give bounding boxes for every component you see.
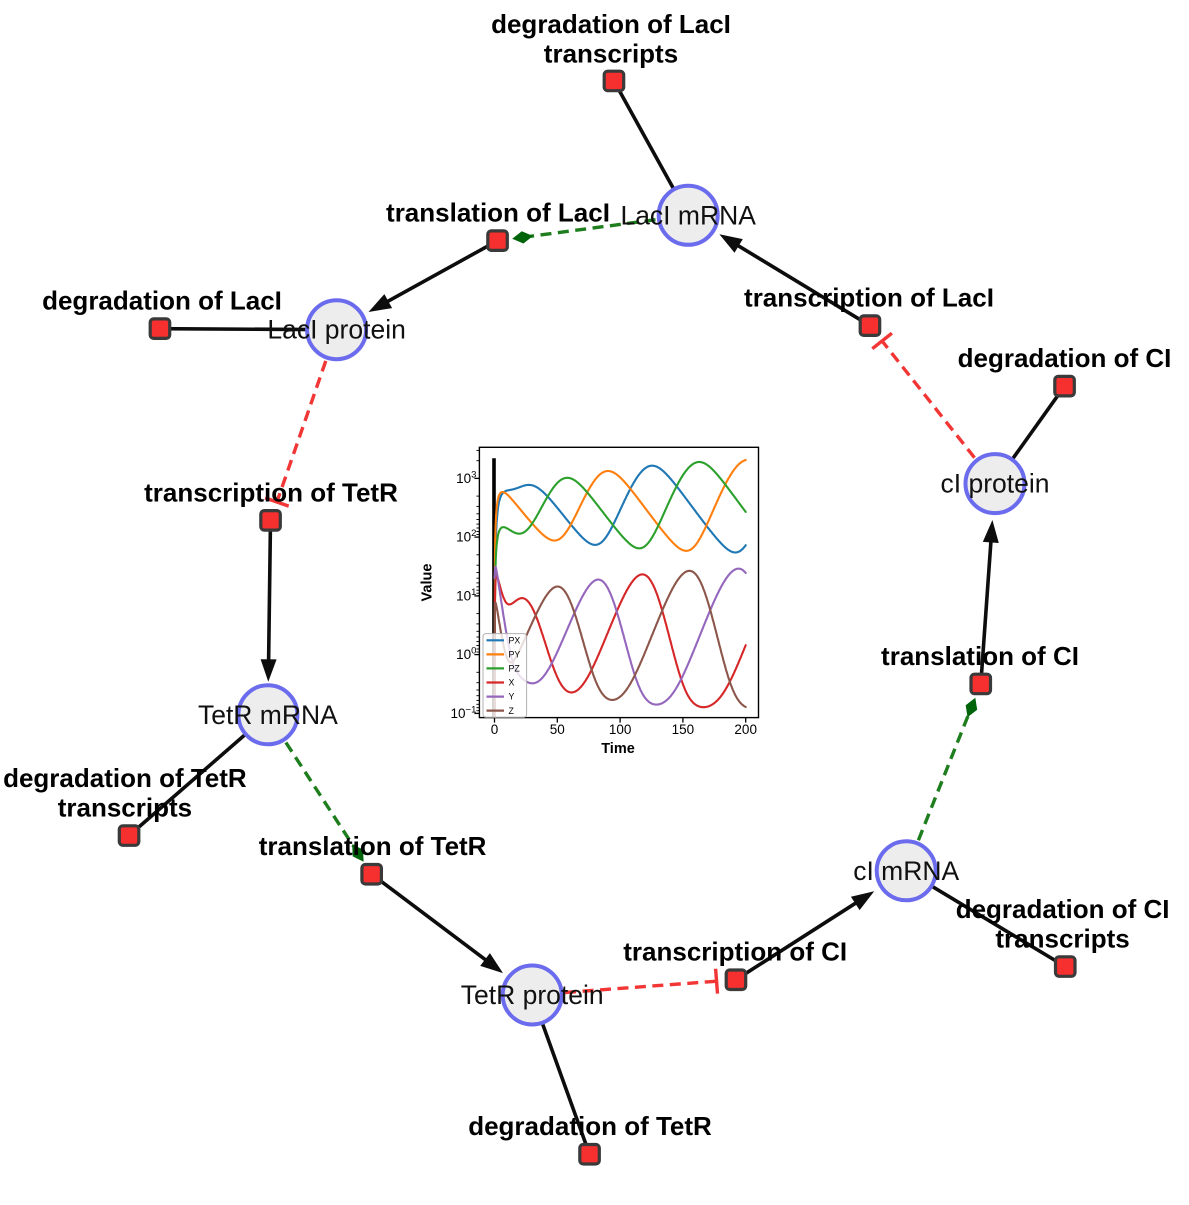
svg-text:X: X	[509, 678, 515, 688]
svg-text:degradation of CI: degradation of CI	[956, 894, 1170, 924]
svg-text:degradation of CI: degradation of CI	[958, 343, 1172, 373]
svg-text:degradation of LacI: degradation of LacI	[491, 9, 731, 39]
svg-text:degradation of TetR: degradation of TetR	[468, 1111, 712, 1141]
svg-text:100: 100	[609, 722, 632, 737]
svg-text:translation of LacI: translation of LacI	[386, 198, 610, 228]
svg-text:Time: Time	[601, 741, 635, 757]
svg-text:102: 102	[456, 528, 476, 545]
svg-text:100: 100	[456, 646, 476, 663]
svg-text:cI protein: cI protein	[940, 469, 1049, 499]
svg-text:transcription of TetR: transcription of TetR	[144, 477, 398, 507]
svg-text:cI mRNA: cI mRNA	[853, 856, 959, 886]
svg-text:translation of CI: translation of CI	[881, 641, 1079, 671]
svg-text:Y: Y	[509, 692, 515, 702]
svg-text:0: 0	[491, 722, 499, 737]
svg-text:150: 150	[672, 722, 695, 737]
svg-text:translation of TetR: translation of TetR	[259, 831, 487, 861]
svg-text:PX: PX	[509, 635, 521, 645]
svg-text:LacI mRNA: LacI mRNA	[620, 200, 756, 230]
svg-text:101: 101	[456, 587, 476, 604]
svg-text:103: 103	[456, 469, 476, 486]
svg-text:TetR protein: TetR protein	[461, 980, 604, 1010]
svg-text:transcription of LacI: transcription of LacI	[744, 283, 994, 313]
svg-text:Value: Value	[420, 564, 436, 602]
svg-text:transcripts: transcripts	[544, 39, 678, 69]
svg-text:PZ: PZ	[509, 664, 521, 674]
svg-text:Z: Z	[509, 706, 515, 716]
svg-text:degradation of LacI: degradation of LacI	[42, 286, 282, 316]
svg-text:200: 200	[734, 722, 757, 737]
svg-text:50: 50	[550, 722, 565, 737]
svg-text:LacI protein: LacI protein	[267, 315, 405, 345]
svg-text:TetR mRNA: TetR mRNA	[198, 700, 338, 730]
svg-text:transcription of CI: transcription of CI	[623, 937, 847, 967]
svg-text:10−1: 10−1	[451, 704, 477, 721]
svg-text:transcripts: transcripts	[995, 924, 1129, 954]
svg-text:PY: PY	[509, 650, 521, 660]
svg-text:degradation of TetR: degradation of TetR	[3, 763, 247, 793]
svg-text:transcripts: transcripts	[58, 793, 192, 823]
